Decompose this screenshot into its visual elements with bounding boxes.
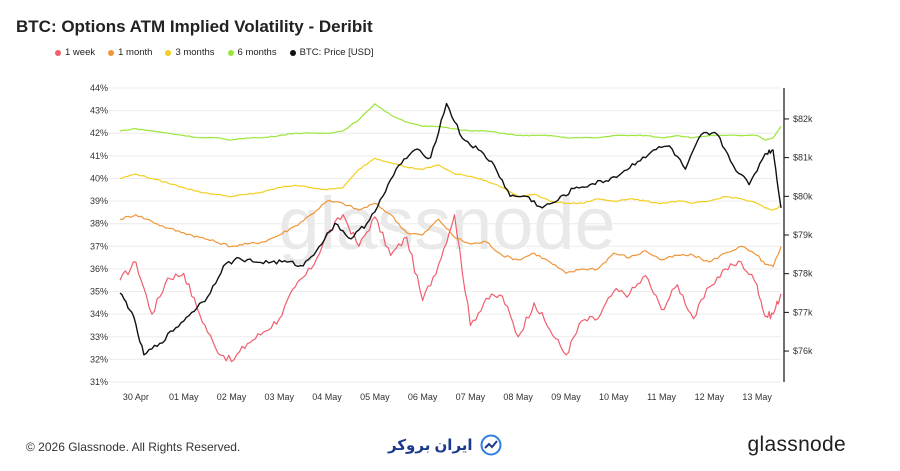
legend-dot-1-month [108,49,115,56]
y-right-tick-label: $77k [793,307,813,317]
legend-label-1-month: 1 month [118,47,153,58]
legend-dot-6-months [227,49,234,56]
y-left-tick-label: 40% [90,173,108,183]
x-tick-label: 10 May [599,392,629,402]
y-left-tick-label: 38% [90,219,108,229]
chart-trend-icon [480,434,502,456]
x-tick-label: 12 May [695,392,725,402]
y-left-tick-label: 35% [90,287,108,297]
legend-item-6-months[interactable]: 6 months [227,47,277,58]
y-left-tick-label: 34% [90,309,108,319]
center-brand-text: ایران بروکر [388,437,473,454]
y-left-tick-label: 37% [90,241,108,251]
y-right-axis: $76k $77k $78k $79k $80k $81k $82k [784,114,813,356]
footer-copyright: © 2026 Glassnode. All Rights Reserved. [26,440,241,454]
y-right-tick-label: $81k [793,153,813,163]
legend-item-3-months[interactable]: 3 months [165,47,215,58]
y-right-tick-label: $80k [793,191,813,201]
x-tick-label: 01 May [169,392,199,402]
chart-title: BTC: Options ATM Implied Volatility - De… [16,17,373,36]
legend-item-1-week[interactable]: 1 week [55,47,95,58]
x-tick-label: 06 May [408,392,438,402]
x-tick-label: 07 May [456,392,486,402]
series-line-6-months [119,103,782,141]
legend-dot-1-week [55,49,61,56]
y-right-tick-label: $79k [793,230,813,240]
y-left-tick-label: 33% [90,332,108,342]
x-tick-label: 05 May [360,392,390,402]
x-tick-label: 02 May [217,392,247,402]
y-left-tick-label: 31% [90,377,108,387]
x-tick-label: 30 Apr [123,392,149,402]
legend-dot-3-months [165,49,172,56]
chart-legend: 1 week 1 month 3 months 6 months BTC: Pr… [55,47,374,58]
series-line-1-week [119,214,782,363]
legend-label-1-week: 1 week [65,47,96,58]
y-left-tick-label: 39% [90,196,108,206]
legend-label-3-months: 3 months [175,47,215,58]
x-tick-label: 09 May [551,392,581,402]
x-axis: 30 Apr 01 May 02 May 03 May 04 May 05 May 06 M… [123,392,772,402]
y-left-tick-label: 36% [90,264,108,274]
y-left-tick-label: 42% [90,128,108,138]
legend-label-btc-price: BTC: Price [USD] [299,47,374,58]
series-lines [119,102,782,363]
x-tick-label: 08 May [503,392,533,402]
series-line-btc-price-usd [119,102,782,356]
legend-item-btc-price[interactable]: BTC: Price [USD] [289,47,374,58]
legend-label-6-months: 6 months [237,47,277,58]
legend-item-1-month[interactable]: 1 month [108,47,152,58]
series-line-1-month [119,200,782,274]
footer-center-brand: ایران بروکر [388,434,503,456]
series-line-3-months [119,157,782,211]
legend-dot-btc-price [289,49,296,56]
footer-brand-logo: glassnode [747,433,846,456]
y-right-tick-label: $76k [793,346,813,356]
x-tick-label: 04 May [312,392,342,402]
y-left-tick-label: 44% [90,83,108,93]
x-tick-label: 13 May [742,392,772,402]
y-left-tick-label: 32% [90,354,108,364]
y-left-axis: 31% 32% 33% 34% 35% 36% 37% 38% 39% 40% 41% 42% 43% 4… [90,83,108,387]
y-right-tick-label: $78k [793,269,813,279]
y-left-tick-label: 41% [90,151,108,161]
x-tick-label: 11 May [647,392,676,402]
watermark-text: glassnode [278,182,615,265]
y-left-tick-label: 43% [90,106,108,116]
y-right-tick-label: $82k [793,114,813,124]
x-tick-label: 03 May [265,392,295,402]
